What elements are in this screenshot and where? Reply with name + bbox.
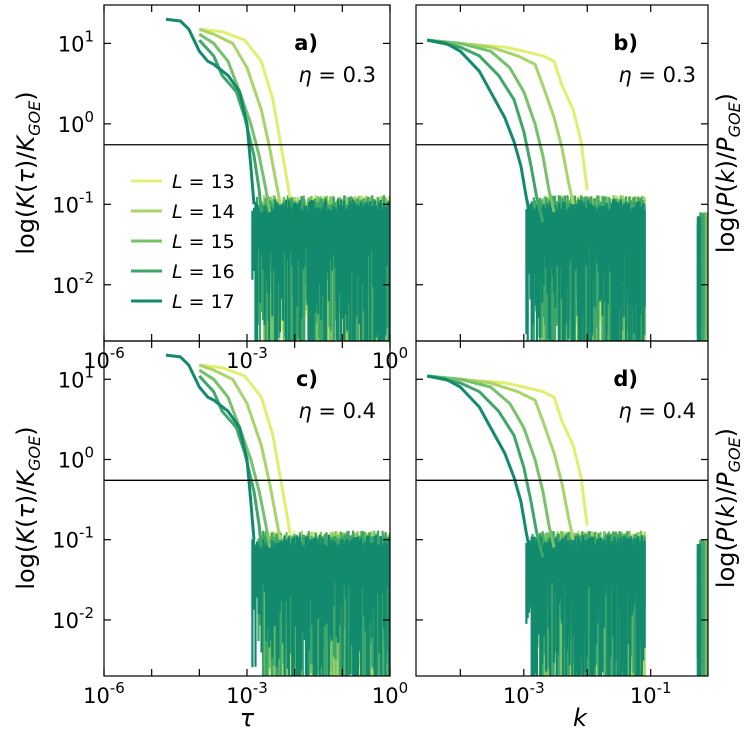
series-line-L13 [199, 27, 292, 199]
series-line-L15 [427, 38, 556, 213]
series-line-L15 [198, 368, 272, 548]
series-line-L14 [198, 27, 282, 205]
x-tick-label: 10-6 [83, 344, 125, 373]
x-tick-label: 10-3 [226, 679, 268, 708]
panel-label: b) [613, 31, 638, 55]
y-tick-label: 10-2 [52, 269, 94, 298]
noise-band-main-17 [251, 199, 390, 341]
x-tick-label: 10-1 [630, 679, 672, 708]
y-tick-label: 101 [58, 363, 94, 392]
y-tick-label: 10-2 [52, 604, 94, 633]
legend-label-L15: L = 15 [172, 231, 235, 253]
series-line-L16 [198, 39, 263, 213]
series-line-L13 [427, 38, 589, 191]
x-tick-label: 100 [372, 344, 408, 373]
panel-d [416, 374, 708, 676]
y-tick-label: 101 [58, 27, 94, 56]
xlabel-tau: τ [240, 704, 255, 732]
series-line-L15 [198, 32, 272, 213]
noise-band-main-17 [525, 535, 646, 676]
left-ylabel-bottom: log(K(τ)/KGOE) [12, 426, 44, 589]
xlabel-k: k [573, 704, 588, 732]
series-line-L13 [199, 363, 292, 534]
series-line-L16 [426, 38, 545, 223]
series-line-L17 [426, 38, 533, 223]
x-tick-label: 10-3 [226, 344, 268, 373]
series-line-L14 [427, 374, 575, 541]
series-line-L16 [198, 374, 263, 548]
y-tick-label: 100 [58, 443, 94, 472]
legend: L = 13 L = 14 L = 15 L = 16 L = 17 [131, 171, 235, 313]
eta-annotation: η = 0.4 [298, 399, 376, 423]
noise-band-main-17 [525, 199, 646, 341]
y-tick-label: 10-1 [52, 188, 94, 217]
series-line-L13 [427, 374, 589, 526]
y-tick-label: 10-1 [52, 524, 94, 553]
series-line-L17 [165, 17, 256, 205]
x-tick-label: 10-3 [503, 679, 545, 708]
noise-band-edge-17 [696, 216, 702, 341]
legend-label-L16: L = 16 [172, 261, 235, 283]
annotation-layer: a) η = 0.3 b) η = 0.3 c) η = 0.4 d) η = 0.4 [294, 31, 696, 423]
panel-c [104, 353, 390, 676]
right-ylabel-top: log(P(k)/PGOE) [712, 93, 744, 253]
right-ylabel-bottom: log(P(k)/PGOE) [712, 428, 744, 588]
legend-label-L13: L = 13 [172, 171, 235, 193]
noise-band-main-17 [251, 534, 390, 676]
x-tick-label: 100 [372, 679, 408, 708]
left-ylabel-top: log(K(τ)/KGOE) [12, 91, 44, 254]
legend-label-L17: L = 17 [172, 291, 235, 313]
y-tick-label: 100 [58, 108, 94, 137]
eta-annotation: η = 0.3 [298, 63, 376, 87]
panel-d-frame [415, 340, 709, 677]
eta-annotation: η = 0.3 [618, 63, 696, 87]
tick-layer: 101 100 10-1 10-2 10-6 10-3 100 101 100 10-1 10-2 1… [52, 5, 708, 708]
panel-label: d) [613, 367, 638, 391]
panel-a [104, 17, 390, 341]
panel-label: a) [294, 31, 318, 55]
panel-b [416, 38, 708, 341]
eta-annotation: η = 0.4 [618, 399, 696, 423]
series-line-L15 [427, 374, 556, 548]
series-line-L17 [426, 374, 533, 558]
series-line-L14 [198, 363, 282, 540]
noise-band-edge-17 [696, 544, 702, 676]
series-line-L16 [426, 374, 545, 558]
x-tick-label: 10-6 [83, 679, 125, 708]
panel-label: c) [296, 367, 318, 391]
series-line-L17 [165, 353, 256, 540]
series-line-L14 [427, 38, 575, 205]
legend-label-L14: L = 14 [172, 201, 235, 223]
